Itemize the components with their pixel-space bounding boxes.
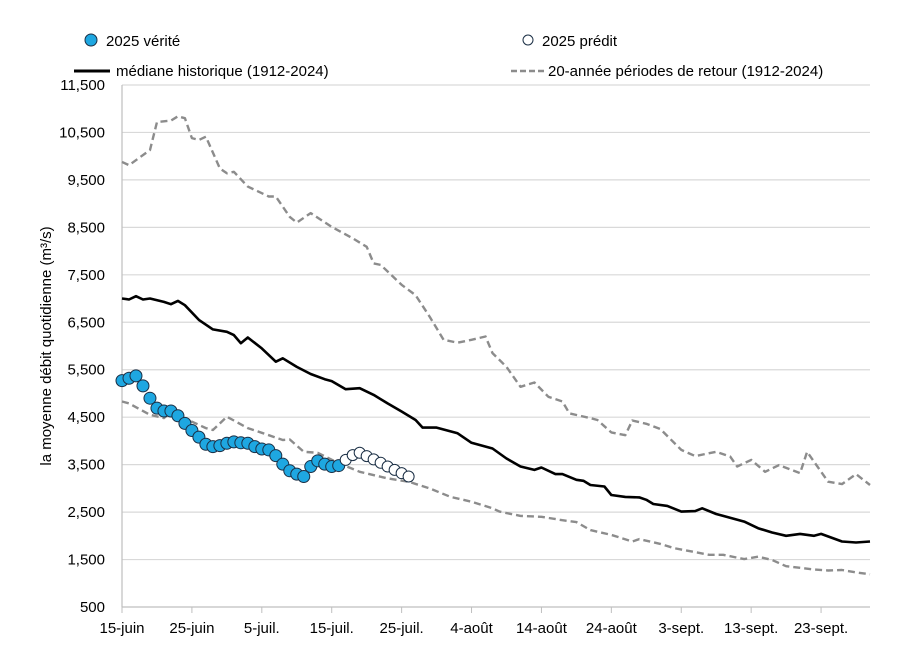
y-tick-label: 3,500 [67, 457, 105, 474]
legend-marker-filled [84, 33, 98, 47]
return-period-line-upper [121, 115, 871, 486]
y-tick-label: 10,500 [59, 124, 105, 141]
x-tick-label: 15-juil. [310, 620, 354, 637]
x-tick-label: 13-sept. [724, 620, 778, 637]
truth-point [143, 391, 157, 405]
y-tick-label: 8,500 [67, 219, 105, 236]
legend-label-truth: 2025 vérité [106, 33, 180, 50]
x-tick-label: 3-sept. [658, 620, 704, 637]
x-tick-label: 25-juil. [380, 620, 424, 637]
gridlines [122, 84, 870, 561]
y-tick-label: 2,500 [67, 504, 105, 521]
y-tick-label: 6,500 [67, 314, 105, 331]
truth-point [129, 369, 143, 383]
return-period-line-lower [121, 400, 871, 576]
y-tick-label: 1,500 [67, 552, 105, 569]
y-axis-label: la moyenne débit quotidienne (m³/s) [38, 226, 55, 465]
legend: 2025 vérité 2025 prédit médiane historiq… [74, 33, 823, 80]
series-markers [115, 369, 415, 483]
x-axis-tick-labels: 15-juin 25-juin 5-juil. 15-juil. 25-juil. 4-a… [99, 607, 848, 637]
legend-marker-open [522, 34, 534, 46]
y-axis-tick-labels: 500 1,500 2,500 3,500 4,500 5,500 6,500 7,500 8,… [59, 77, 105, 616]
y-tick-label: 7,500 [67, 267, 105, 284]
x-tick-label: 23-sept. [794, 620, 848, 637]
x-tick-label: 4-août [450, 620, 493, 637]
y-tick-label: 500 [80, 599, 105, 616]
truth-point [269, 449, 283, 463]
y-tick-label: 4,500 [67, 409, 105, 426]
x-tick-label: 15-juin [99, 620, 144, 637]
legend-item-truth: 2025 vérité [84, 33, 180, 50]
truth-point [297, 470, 311, 483]
x-tick-label: 24-août [586, 620, 638, 637]
x-tick-label: 25-juin [169, 620, 214, 637]
legend-item-predicted: 2025 prédit [522, 33, 618, 50]
x-tick-label: 14-août [516, 620, 568, 637]
y-tick-label: 5,500 [67, 362, 105, 379]
truth-point [136, 379, 150, 393]
y-tick-label: 9,500 [67, 172, 105, 189]
legend-label-median: médiane historique (1912-2024) [116, 63, 329, 80]
legend-label-predicted: 2025 prédit [542, 33, 618, 50]
median-line [121, 294, 871, 544]
series-lines [121, 115, 871, 576]
y-tick-label: 11,500 [60, 77, 105, 94]
legend-label-return-period: 20-année périodes de retour (1912-2024) [548, 63, 823, 80]
legend-item-return-period: 20-année périodes de retour (1912-2024) [511, 63, 823, 80]
predicted-point [402, 470, 415, 483]
legend-item-median: médiane historique (1912-2024) [74, 63, 329, 80]
x-tick-label: 5-juil. [244, 620, 280, 637]
